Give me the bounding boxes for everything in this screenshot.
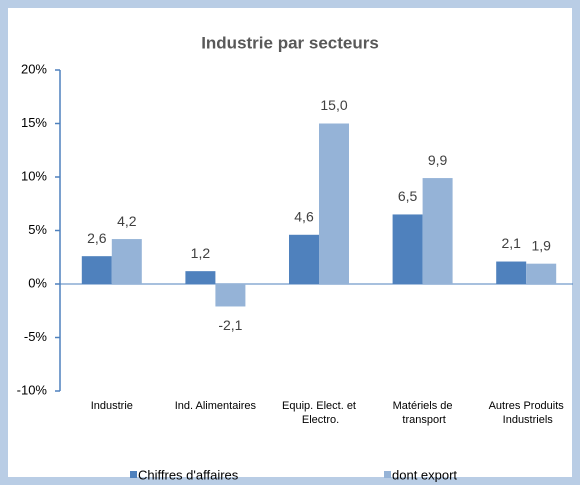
x-tick-label: Equip. Elect. et Electro.: [282, 400, 356, 426]
legend-label: Chiffres d'affaires: [138, 467, 239, 482]
bar: [496, 261, 527, 284]
bar: [185, 271, 216, 284]
data-label: 4,6: [294, 208, 314, 224]
y-tick-label: 10%: [21, 168, 47, 183]
data-label: 4,2: [117, 213, 137, 229]
legend-label: dont export: [392, 467, 457, 482]
bar: [319, 123, 349, 284]
y-tick-label: -10%: [17, 382, 48, 397]
y-tick-label: 0%: [28, 275, 47, 290]
data-label: 1,9: [531, 237, 551, 253]
y-tick-label: 20%: [21, 61, 47, 76]
x-tick-label: Autres Produits Industriels: [489, 400, 565, 426]
data-label: 1,2: [191, 245, 211, 261]
legend-swatch: [384, 471, 391, 478]
data-label: 15,0: [320, 97, 347, 113]
data-label: 2,1: [501, 235, 521, 251]
data-label: -2,1: [218, 317, 242, 333]
data-label: 9,9: [428, 152, 448, 168]
chart-title: Industrie par secteurs: [201, 33, 379, 52]
y-tick-label: -5%: [24, 329, 48, 344]
bar: [526, 263, 557, 284]
bar: [289, 234, 319, 284]
x-tick-label: Ind. Alimentaires: [175, 400, 257, 412]
bar: [81, 256, 112, 284]
bar: [215, 284, 246, 307]
bar: [392, 214, 423, 284]
bar: [111, 239, 142, 284]
y-tick-label: 5%: [28, 222, 47, 237]
x-tick-label: Matériels de transport: [393, 400, 453, 426]
data-label: 6,5: [398, 188, 418, 204]
legend-swatch: [130, 471, 137, 478]
bar: [422, 178, 453, 284]
data-label: 2,6: [87, 230, 107, 246]
x-tick-label: Industrie: [91, 400, 133, 412]
y-tick-label: 15%: [21, 115, 47, 130]
